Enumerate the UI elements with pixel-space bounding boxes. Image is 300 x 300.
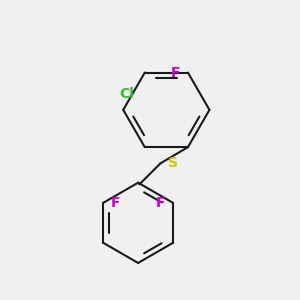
Text: Cl: Cl	[119, 87, 134, 101]
Text: F: F	[111, 196, 120, 210]
Text: S: S	[168, 156, 178, 170]
Text: F: F	[171, 66, 181, 80]
Text: F: F	[156, 196, 165, 210]
